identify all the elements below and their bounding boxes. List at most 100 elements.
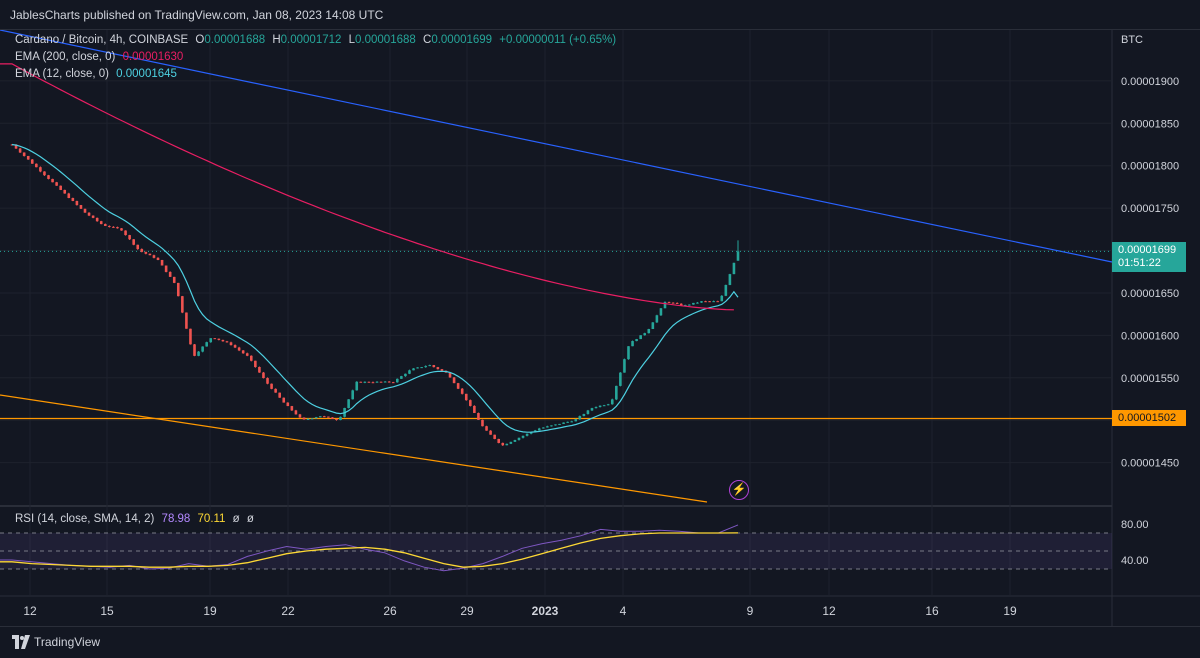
candle-body <box>562 422 565 424</box>
candle-body <box>574 419 578 422</box>
descending-trendline <box>0 30 1113 263</box>
candle-body <box>193 344 196 356</box>
candle-body <box>606 404 610 406</box>
candle-body <box>335 418 338 421</box>
candle-body <box>355 381 359 391</box>
candle-body <box>363 381 367 383</box>
time-tick-label: 26 <box>383 604 397 618</box>
candle-body <box>237 347 241 351</box>
candle-body <box>554 424 557 426</box>
candle-body <box>590 408 594 411</box>
candle-body <box>22 152 26 156</box>
candle-body <box>233 345 237 348</box>
low-label: L <box>348 34 356 46</box>
candle-body <box>619 372 622 386</box>
high-label: H <box>272 34 281 46</box>
time-tick-label: 12 <box>23 604 37 618</box>
candle-body <box>683 304 687 306</box>
candle-body <box>720 295 724 302</box>
candle-body <box>152 255 156 258</box>
candle-body <box>728 274 732 285</box>
candle-body <box>302 417 306 420</box>
time-tick-label: 15 <box>100 604 114 618</box>
candle-body <box>262 372 265 379</box>
candle-body <box>249 355 253 361</box>
candle-body <box>525 433 529 436</box>
candle-body <box>570 421 574 423</box>
chart-area[interactable]: BTC 0.00001900 0.00001850 0.00001800 0.00001… <box>0 30 1200 626</box>
candle-body <box>396 378 399 383</box>
ema12-label: EMA (12, close, 0) <box>15 68 109 80</box>
open-value: 0.00001688 <box>204 34 266 46</box>
price-tick-label: 0.00001750 <box>1121 203 1179 215</box>
candle-body <box>688 304 691 306</box>
time-tick-label: 29 <box>460 604 474 618</box>
candle-body <box>663 301 667 309</box>
candle-body <box>176 282 180 297</box>
change-value: +0.00000011 (+0.65%) <box>499 34 617 46</box>
candle-body <box>708 301 711 303</box>
tradingview-brand: TradingView <box>34 635 101 649</box>
ema12-legend[interactable]: EMA (12, close, 0) 0.00001645 <box>15 68 181 80</box>
time-tick-label: 19 <box>203 604 217 618</box>
candle-body <box>387 381 391 383</box>
ema200-line <box>0 63 734 311</box>
candle-body <box>79 205 83 209</box>
candle-body <box>501 442 505 446</box>
candle-body <box>732 262 736 275</box>
time-tick-label: 4 <box>620 604 627 618</box>
close-value: 0.00001699 <box>431 34 493 46</box>
candle-body <box>87 212 91 216</box>
candle-body <box>310 418 314 420</box>
tradingview-logo-icon <box>12 635 30 649</box>
candle-body <box>712 301 715 303</box>
candle-body <box>667 301 671 303</box>
lightning-icon[interactable]: ⚡ <box>729 480 749 500</box>
candle-body <box>290 406 294 411</box>
symbol-legend: Cardano / Bitcoin, 4h, COINBASE O0.00001… <box>15 34 620 46</box>
candle-body <box>533 430 537 433</box>
rsi-na-1: ø <box>232 513 240 525</box>
candle-body <box>55 182 58 186</box>
support-price-tag: 0.00001502 <box>1112 410 1186 426</box>
candle-body <box>736 251 740 261</box>
candle-body <box>724 284 728 296</box>
bar-countdown: 01:51:22 <box>1118 257 1161 269</box>
candle-body <box>95 217 99 222</box>
candle-body <box>716 301 720 303</box>
price-tick-label: 0.00001450 <box>1121 458 1179 470</box>
rsi-label: RSI (14, close, SMA, 14, 2) <box>15 513 155 525</box>
candle-body <box>412 368 415 371</box>
rsi-legend[interactable]: RSI (14, close, SMA, 14, 2) 78.98 70.11 … <box>15 513 258 525</box>
candle-body <box>201 346 204 352</box>
candle-body <box>505 443 509 446</box>
candle-body <box>582 413 586 417</box>
candle-body <box>156 257 160 260</box>
rsi-na-2: ø <box>246 513 254 525</box>
candle-body <box>217 338 221 340</box>
candle-body <box>314 417 318 419</box>
symbol-title[interactable]: Cardano / Bitcoin, 4h, COINBASE <box>15 34 189 46</box>
candle-body <box>116 227 119 229</box>
candle-body <box>602 405 606 407</box>
candle-body <box>473 405 476 413</box>
candle-body <box>172 276 176 283</box>
price-tick-label: 0.00001550 <box>1121 373 1179 385</box>
time-tick-label: 2023 <box>532 604 559 618</box>
candle-body <box>71 198 75 201</box>
candle-body <box>578 416 582 420</box>
ema200-legend[interactable]: EMA (200, close, 0) 0.00001630 <box>15 51 187 63</box>
candle-body <box>347 399 350 408</box>
price-tick-label: 0.00001600 <box>1121 330 1179 342</box>
time-tick-label: 16 <box>925 604 939 618</box>
footer-bar: TradingView <box>0 626 1200 658</box>
time-tick-label: 22 <box>281 604 295 618</box>
candle-body <box>546 426 549 428</box>
candle-body <box>59 185 62 190</box>
candle-body <box>241 350 245 354</box>
last-price-value: 0.00001699 <box>1118 244 1177 256</box>
candle-body <box>148 253 152 256</box>
candle-body <box>39 167 42 172</box>
candle-body <box>108 225 111 227</box>
